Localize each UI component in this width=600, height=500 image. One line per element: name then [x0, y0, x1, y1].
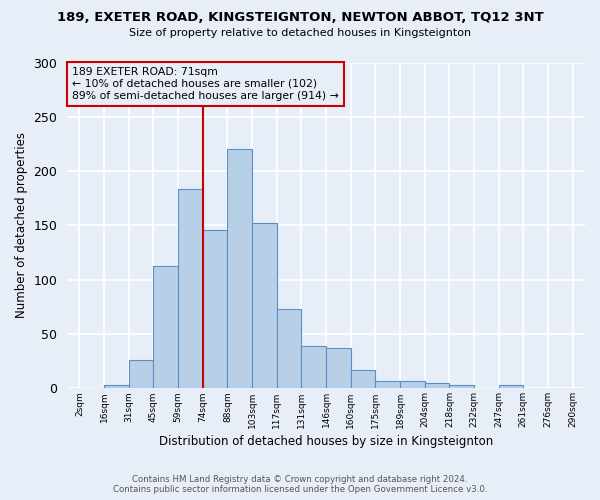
- Bar: [277, 309, 301, 388]
- Text: 189 EXETER ROAD: 71sqm
← 10% of detached houses are smaller (102)
89% of semi-de: 189 EXETER ROAD: 71sqm ← 10% of detached…: [73, 68, 339, 100]
- Bar: [425, 383, 449, 388]
- Bar: [301, 346, 326, 389]
- Bar: [252, 224, 277, 388]
- Bar: [449, 385, 474, 388]
- X-axis label: Distribution of detached houses by size in Kingsteignton: Distribution of detached houses by size …: [159, 434, 493, 448]
- Bar: [104, 385, 129, 388]
- Bar: [129, 360, 154, 388]
- Bar: [203, 230, 227, 388]
- Y-axis label: Number of detached properties: Number of detached properties: [15, 132, 28, 318]
- Bar: [400, 381, 425, 388]
- Text: 189, EXETER ROAD, KINGSTEIGNTON, NEWTON ABBOT, TQ12 3NT: 189, EXETER ROAD, KINGSTEIGNTON, NEWTON …: [56, 11, 544, 24]
- Bar: [154, 266, 178, 388]
- Bar: [227, 150, 252, 388]
- Text: Contains HM Land Registry data © Crown copyright and database right 2024.
Contai: Contains HM Land Registry data © Crown c…: [113, 474, 487, 494]
- Bar: [178, 188, 203, 388]
- Bar: [351, 370, 376, 388]
- Bar: [376, 381, 400, 388]
- Text: Size of property relative to detached houses in Kingsteignton: Size of property relative to detached ho…: [129, 28, 471, 38]
- Bar: [326, 348, 351, 389]
- Bar: [499, 385, 523, 388]
